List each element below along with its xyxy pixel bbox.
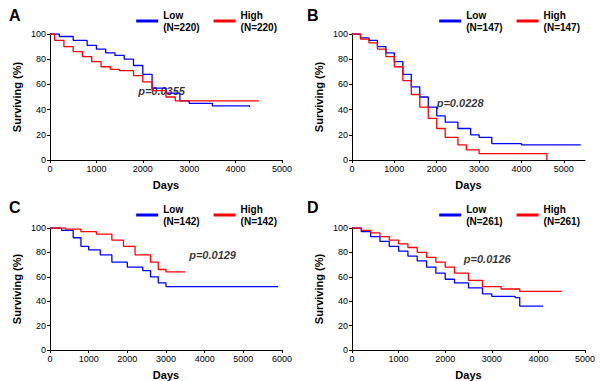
svg-text:20: 20: [36, 321, 46, 331]
svg-text:Days: Days: [153, 369, 179, 381]
svg-text:Days: Days: [455, 369, 481, 381]
svg-text:4000: 4000: [195, 354, 215, 364]
svg-text:3000: 3000: [469, 164, 489, 174]
svg-text:(N=147): (N=147): [466, 22, 502, 33]
svg-text:40: 40: [36, 105, 46, 115]
svg-text:0: 0: [47, 164, 52, 174]
svg-text:40: 40: [338, 296, 348, 306]
svg-text:5000: 5000: [575, 354, 595, 364]
svg-text:Surviving (%): Surviving (%): [11, 62, 23, 133]
svg-text:20: 20: [36, 130, 46, 140]
svg-text:High: High: [544, 10, 566, 21]
svg-text:40: 40: [36, 296, 46, 306]
svg-text:0: 0: [343, 345, 348, 355]
svg-text:A: A: [9, 7, 21, 24]
svg-text:Surviving (%): Surviving (%): [11, 254, 23, 325]
svg-text:0: 0: [343, 155, 348, 165]
svg-text:80: 80: [338, 247, 348, 257]
svg-text:0: 0: [349, 354, 354, 364]
svg-text:B: B: [307, 7, 319, 24]
svg-text:0: 0: [41, 155, 46, 165]
svg-text:(N=261): (N=261): [544, 216, 580, 227]
svg-text:80: 80: [338, 54, 348, 64]
svg-text:80: 80: [36, 54, 46, 64]
svg-text:Days: Days: [153, 179, 179, 191]
svg-text:p=0.0228: p=0.0228: [436, 97, 485, 109]
svg-text:0: 0: [349, 164, 354, 174]
svg-text:40: 40: [338, 105, 348, 115]
svg-text:1000: 1000: [86, 164, 106, 174]
svg-text:0: 0: [47, 354, 52, 364]
svg-text:80: 80: [36, 247, 46, 257]
svg-text:(N=261): (N=261): [466, 216, 502, 227]
svg-text:Days: Days: [455, 179, 481, 191]
svg-text:Low: Low: [466, 10, 486, 21]
svg-text:60: 60: [36, 272, 46, 282]
svg-text:100: 100: [31, 29, 46, 39]
svg-text:Low: Low: [466, 204, 486, 215]
svg-text:p=0.0126: p=0.0126: [463, 253, 512, 265]
svg-text:Low: Low: [163, 10, 183, 21]
svg-text:Low: Low: [163, 204, 183, 215]
svg-text:1000: 1000: [389, 354, 409, 364]
svg-text:60: 60: [338, 79, 348, 89]
svg-text:3000: 3000: [482, 354, 502, 364]
svg-text:100: 100: [333, 29, 348, 39]
svg-text:20: 20: [338, 321, 348, 331]
svg-text:High: High: [241, 10, 263, 21]
svg-text:2000: 2000: [435, 354, 455, 364]
svg-text:2000: 2000: [133, 164, 153, 174]
svg-text:3000: 3000: [179, 164, 199, 174]
svg-text:2000: 2000: [117, 354, 137, 364]
svg-text:p=0.0355: p=0.0355: [138, 84, 185, 97]
svg-text:D: D: [307, 199, 319, 216]
svg-text:0: 0: [41, 345, 46, 355]
svg-text:3000: 3000: [156, 354, 176, 364]
svg-text:5000: 5000: [554, 164, 574, 174]
svg-text:4000: 4000: [511, 164, 531, 174]
svg-text:(N=220): (N=220): [163, 22, 199, 33]
svg-text:C: C: [9, 199, 21, 216]
svg-text:(N=142): (N=142): [241, 216, 277, 227]
svg-text:4000: 4000: [528, 354, 548, 364]
svg-text:4000: 4000: [226, 164, 246, 174]
svg-text:Surviving (%): Surviving (%): [313, 62, 325, 133]
svg-text:20: 20: [338, 130, 348, 140]
svg-text:100: 100: [31, 223, 46, 233]
svg-text:1000: 1000: [384, 164, 404, 174]
svg-text:High: High: [544, 204, 566, 215]
svg-text:p=0.0129: p=0.0129: [188, 249, 237, 261]
svg-text:6000: 6000: [272, 354, 292, 364]
svg-text:100: 100: [333, 223, 348, 233]
svg-text:High: High: [241, 204, 263, 215]
svg-text:2000: 2000: [427, 164, 447, 174]
svg-text:(N=147): (N=147): [544, 22, 580, 33]
svg-text:Surviving (%): Surviving (%): [313, 254, 325, 325]
svg-text:60: 60: [338, 272, 348, 282]
svg-text:5000: 5000: [272, 164, 292, 174]
svg-text:5000: 5000: [233, 354, 253, 364]
svg-text:(N=220): (N=220): [241, 22, 277, 33]
svg-text:(N=142): (N=142): [163, 216, 199, 227]
svg-text:1000: 1000: [79, 354, 99, 364]
svg-text:60: 60: [36, 79, 46, 89]
